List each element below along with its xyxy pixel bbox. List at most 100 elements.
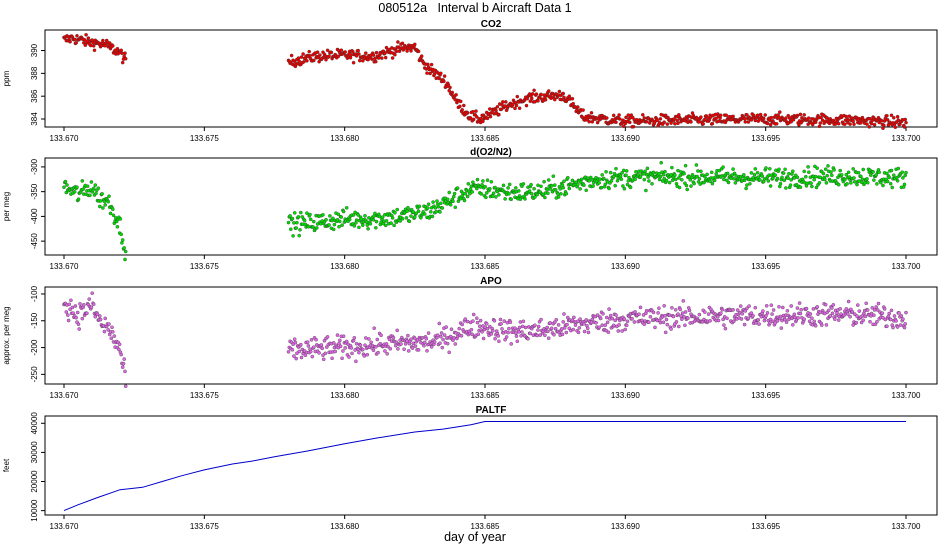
data-point	[308, 212, 312, 217]
data-point	[756, 318, 761, 322]
data-point	[414, 211, 419, 215]
data-point	[481, 113, 486, 117]
data-point	[697, 312, 702, 317]
data-point	[294, 226, 298, 230]
data-point	[616, 329, 621, 333]
data-point	[621, 184, 625, 188]
data-point	[83, 43, 88, 47]
data-point	[653, 325, 657, 330]
y-tick-label: 10000	[30, 499, 39, 522]
data-point	[475, 177, 480, 182]
data-point	[600, 323, 604, 327]
data-point	[838, 168, 842, 173]
data-point	[648, 315, 653, 319]
data-point	[851, 119, 855, 124]
data-point	[685, 117, 689, 121]
data-point	[732, 319, 736, 324]
data-point	[838, 307, 842, 311]
data-point	[351, 49, 355, 54]
data-point	[319, 343, 324, 347]
data-point	[469, 327, 474, 332]
data-point	[778, 181, 783, 186]
data-point	[448, 334, 453, 339]
data-point	[871, 170, 875, 174]
data-point	[661, 320, 666, 325]
data-point	[751, 313, 755, 318]
data-point	[341, 209, 346, 214]
data-point	[709, 170, 714, 175]
data-point	[904, 310, 908, 315]
data-point	[297, 233, 301, 238]
plot-frame-co2	[44, 29, 938, 128]
data-point	[515, 94, 520, 99]
x-tick-label: 133.680	[330, 522, 359, 531]
data-point	[844, 172, 849, 177]
data-point	[331, 216, 335, 221]
data-point	[680, 311, 685, 315]
data-point	[738, 304, 743, 308]
data-point	[836, 318, 841, 322]
data-point	[351, 213, 356, 217]
data-point	[595, 120, 600, 125]
data-point	[509, 342, 513, 346]
data-point	[499, 322, 503, 326]
data-point	[86, 36, 91, 40]
data-point	[72, 190, 77, 194]
data-point	[638, 305, 643, 310]
data-point	[539, 317, 543, 322]
data-point	[662, 304, 666, 308]
data-point	[708, 319, 712, 323]
data-point	[902, 125, 907, 129]
data-point	[406, 333, 410, 338]
data-point	[879, 118, 884, 123]
data-point	[608, 313, 613, 318]
data-point	[690, 173, 695, 177]
data-point	[341, 334, 346, 338]
data-point	[601, 312, 605, 316]
data-point	[830, 306, 834, 310]
data-point	[557, 89, 562, 94]
data-point	[792, 312, 797, 317]
data-point	[586, 330, 591, 335]
data-point	[641, 113, 645, 117]
data-point	[718, 116, 722, 120]
data-point	[488, 186, 492, 191]
data-point	[739, 317, 744, 321]
data-point	[535, 192, 539, 197]
data-point	[548, 321, 552, 325]
data-point	[768, 122, 773, 127]
data-point	[489, 180, 494, 184]
data-point	[609, 179, 614, 183]
data-point	[689, 120, 693, 124]
data-point	[120, 365, 125, 369]
data-point	[854, 320, 859, 325]
data-point	[762, 318, 767, 323]
data-point	[488, 107, 492, 111]
data-point	[847, 114, 852, 118]
data-point	[296, 56, 301, 60]
data-point	[863, 314, 868, 319]
data-point	[825, 173, 829, 178]
data-point	[430, 214, 435, 219]
data-point	[778, 110, 782, 114]
data-point	[589, 111, 594, 115]
data-point	[343, 346, 347, 350]
data-point	[625, 319, 630, 324]
data-point	[567, 186, 572, 191]
data-point	[682, 315, 686, 319]
data-point	[732, 177, 736, 181]
data-point	[520, 324, 525, 329]
data-point	[323, 351, 328, 356]
data-point	[724, 113, 728, 117]
data-point	[475, 186, 479, 191]
data-point	[605, 320, 610, 325]
data-point	[288, 214, 292, 218]
data-point	[605, 116, 609, 120]
data-point	[554, 317, 559, 322]
data-point	[363, 343, 367, 347]
data-point	[538, 333, 543, 337]
data-point	[123, 51, 127, 55]
data-point	[306, 224, 311, 229]
data-point	[297, 59, 301, 63]
data-point	[98, 204, 102, 209]
